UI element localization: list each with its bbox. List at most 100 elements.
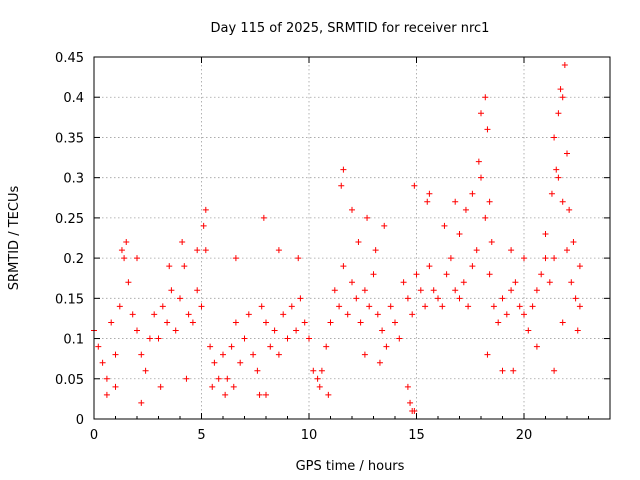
data-point [469,190,476,197]
data-point [325,391,332,398]
data-point [462,206,469,213]
data-point [207,343,214,350]
data-point [151,311,158,318]
data-point [404,383,411,390]
data-point [570,239,577,246]
data-point [482,214,489,221]
x-tick-label: 15 [408,428,425,443]
data-point [387,303,394,310]
data-point [344,311,351,318]
data-point [361,351,368,358]
data-point [166,263,173,270]
data-point [121,255,128,262]
data-point [447,255,454,262]
data-point [475,158,482,165]
data-point [181,263,188,270]
y-tick-label: 0 [76,413,84,428]
data-point [271,327,278,334]
data-point [134,327,140,334]
x-tick-label: 10 [301,428,318,443]
data-point [355,239,362,246]
data-point [172,327,179,334]
data-point [443,271,450,278]
data-point [222,391,229,398]
data-point [422,303,429,310]
data-point [361,287,368,294]
data-point [189,319,196,326]
data-point [338,182,345,189]
data-point [473,247,480,254]
axis-ticks [93,56,610,420]
data-point [484,126,491,133]
y-tick-label: 0.3 [63,172,84,187]
y-tick-label: 0.45 [55,51,84,66]
data-point [280,311,287,318]
data-point [559,198,566,205]
data-point [568,279,575,286]
data-point [258,303,265,310]
data-point [138,351,145,358]
chart-title: Day 115 of 2025, SRMTID for receiver nrc… [211,21,490,36]
data-point [439,303,446,310]
data-point [159,303,166,310]
data-point [228,343,235,350]
data-point [542,230,549,237]
data-point [426,190,433,197]
data-point [200,222,207,229]
y-tick-label: 0.25 [55,212,84,227]
data-point [379,327,386,334]
data-point [482,94,489,101]
data-point [301,319,308,326]
data-point [370,271,377,278]
data-point [478,174,484,181]
data-point [381,222,388,229]
data-point [366,303,373,310]
data-point [263,391,269,398]
data-point [364,214,371,221]
data-point [349,206,355,213]
data-point [146,335,153,342]
data-point [542,255,549,262]
data-point [112,351,119,358]
data-point [318,367,325,374]
data-point [409,311,416,318]
y-tick-label: 0.05 [55,373,84,388]
data-point [112,383,119,390]
data-point [336,303,343,310]
data-point [456,230,463,237]
data-point [202,247,209,254]
y-tick-label: 0.15 [55,292,84,307]
data-point [331,287,338,294]
data-point [138,399,145,406]
data-point [510,367,517,374]
data-point [484,351,491,358]
data-point [561,62,568,69]
data-point [499,367,506,374]
data-point [538,271,545,278]
data-point [198,303,205,310]
data-point [564,247,570,254]
data-point [424,198,431,205]
data-point [411,182,418,189]
data-point [125,279,132,286]
data-point [288,303,295,310]
data-point [374,311,381,318]
data-point [546,279,553,286]
y-tick-label: 0.1 [63,333,84,348]
data-point [559,94,566,101]
x-tick-label: 5 [197,428,205,443]
data-point [316,383,323,390]
x-axis-label: GPS time / hours [296,459,405,474]
data-point [340,263,347,270]
data-point [426,263,433,270]
data-point [254,367,261,374]
y-tick-labels: 0 0.05 0.1 0.15 0.2 0.25 0.3 0.35 0.4 0.45 [55,51,84,428]
data-point [452,287,459,294]
data-point [413,271,420,278]
data-point [566,206,573,213]
data-point [486,271,493,278]
data-point [576,303,583,310]
data-point [340,166,347,173]
data-point [185,311,192,318]
